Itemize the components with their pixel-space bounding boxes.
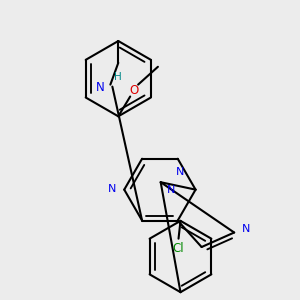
Text: Cl: Cl (173, 242, 184, 255)
Text: N: N (167, 185, 175, 195)
Text: H: H (114, 72, 122, 82)
Text: N: N (96, 81, 105, 94)
Text: O: O (130, 84, 139, 97)
Text: N: N (242, 224, 250, 234)
Text: N: N (108, 184, 116, 194)
Text: N: N (176, 167, 184, 177)
